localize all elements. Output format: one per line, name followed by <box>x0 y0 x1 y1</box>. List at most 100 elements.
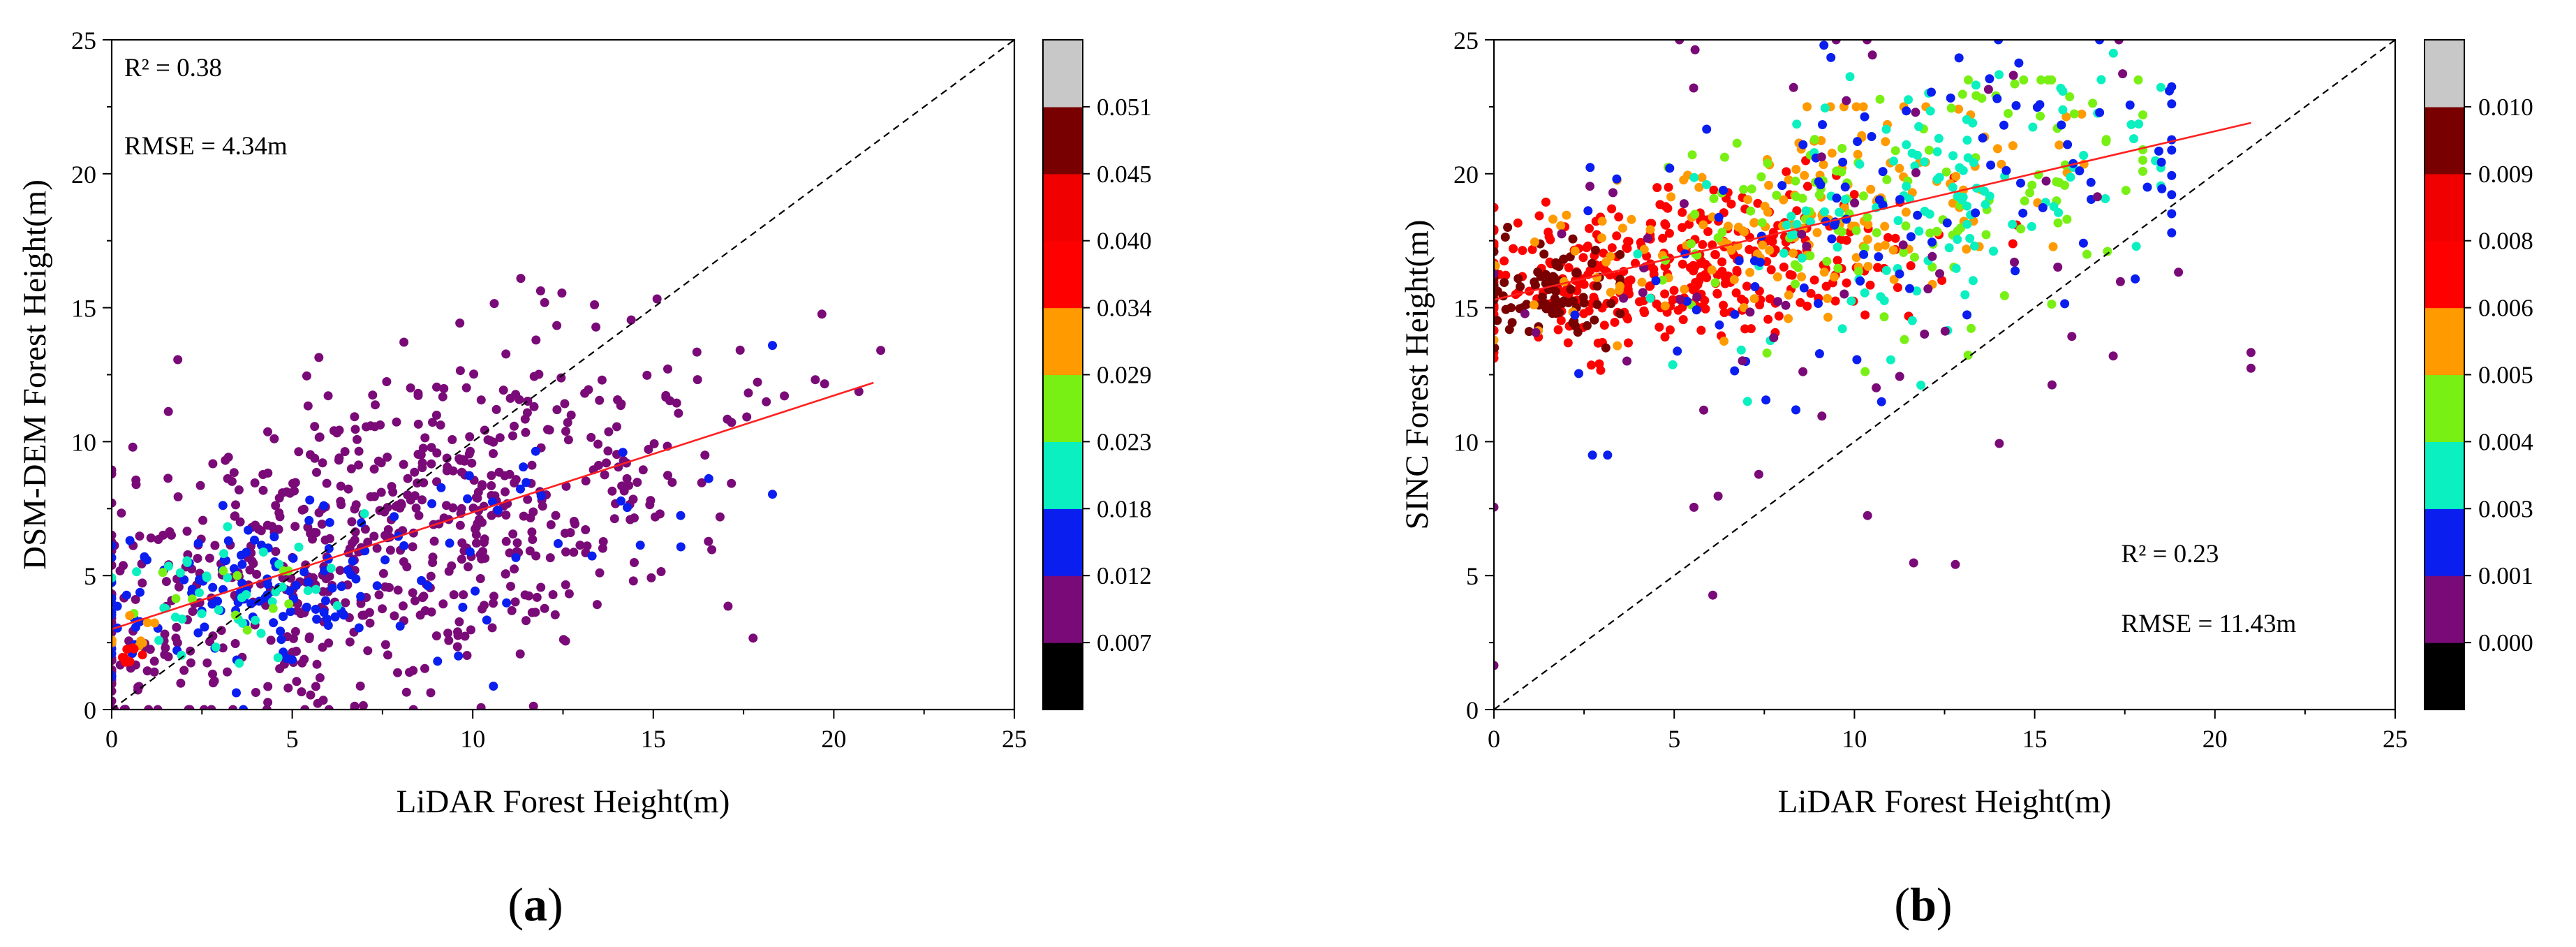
scatter-point <box>1762 348 1772 358</box>
scatter-point <box>423 581 433 591</box>
scatter-point <box>416 450 426 460</box>
scatter-point <box>390 611 399 621</box>
scatter-point <box>324 705 334 710</box>
scatter-point <box>1658 275 1668 285</box>
scatter-point <box>528 701 538 710</box>
scatter-point <box>279 612 288 622</box>
scatter-point <box>455 520 465 530</box>
scatter-point <box>1912 286 1922 296</box>
scatter-point <box>1639 244 1649 254</box>
scatter-point <box>622 474 632 483</box>
scatter-point <box>1881 137 1890 147</box>
scatter-point <box>1717 257 1727 267</box>
scatter-point <box>1507 318 1517 328</box>
scatter-point <box>2060 299 2070 309</box>
scatter-point <box>1866 184 1876 194</box>
scatter-point <box>410 467 420 477</box>
scatter-point <box>638 465 648 475</box>
scatter-point <box>256 629 266 638</box>
scatter-point <box>1571 268 1581 278</box>
scatter-point <box>335 566 345 575</box>
scatter-point <box>455 366 465 376</box>
scatter-point <box>1750 282 1760 291</box>
scatter-point <box>135 531 145 541</box>
scatter-point <box>249 559 258 568</box>
scatter-point <box>1963 351 1973 360</box>
scatter-point <box>1564 298 1574 307</box>
scatter-point <box>587 551 597 561</box>
scatter-point <box>2092 192 2102 202</box>
scatter-point <box>1934 133 1944 143</box>
scatter-point <box>1914 122 1924 131</box>
scatter-point <box>274 559 284 569</box>
scatter-point <box>595 395 605 405</box>
scatter-point <box>1513 218 1523 228</box>
scatter-point <box>1587 360 1596 370</box>
scatter-point <box>1867 50 1877 60</box>
scatter-point <box>1886 355 1895 365</box>
scatter-point <box>457 467 466 477</box>
scatter-point <box>1880 221 1890 231</box>
scatter-point <box>1851 102 1861 112</box>
scatter-point <box>1754 469 1763 479</box>
scatter-point <box>177 650 186 660</box>
scatter-point <box>415 610 425 620</box>
scatter-point <box>1860 288 1870 298</box>
scatter-point <box>2058 105 2068 115</box>
scatter-point <box>1746 324 1756 334</box>
scatter-point <box>762 397 771 406</box>
scatter-point <box>403 490 413 500</box>
scatter-point <box>854 387 864 397</box>
colorbar-segment <box>2425 374 2464 442</box>
scatter-point <box>304 515 314 525</box>
y-axis-label: DSM-DEM Forest Height(m) <box>17 179 53 570</box>
scatter-point <box>1663 203 1673 213</box>
scatter-point <box>1826 52 1836 62</box>
scatter-point <box>1651 276 1661 286</box>
scatter-point <box>1798 140 1808 149</box>
scatter-point <box>1574 369 1583 379</box>
scatter-point <box>768 341 777 351</box>
scatter-point <box>1765 245 1775 255</box>
scatter-point <box>1553 325 1563 335</box>
scatter-point <box>1853 137 1863 147</box>
scatter-point <box>1554 262 1564 272</box>
scatter-point <box>428 552 438 562</box>
scatter-point <box>2053 218 2063 228</box>
scatter-point <box>266 636 276 645</box>
scatter-point <box>2061 112 2071 122</box>
scatter-point <box>138 578 147 588</box>
scatter-point <box>146 533 156 543</box>
colorbar-tick-label: 0.045 <box>1097 161 1152 188</box>
scatter-point <box>2133 75 2143 85</box>
scatter-point <box>1873 242 1883 252</box>
scatter-point <box>2138 110 2147 119</box>
scatter-point <box>466 625 475 635</box>
scatter-point <box>1638 288 1648 298</box>
scatter-point <box>319 608 329 617</box>
scatter-point <box>1927 87 1936 97</box>
scatter-point <box>498 386 508 395</box>
scatter-point <box>1494 203 1499 212</box>
scatter-point <box>1968 276 1978 286</box>
scatter-point <box>443 629 453 638</box>
colorbar-tick-label: 0.009 <box>2478 161 2533 188</box>
scatter-point <box>1863 511 1872 520</box>
panel-tag-close: ) <box>1937 878 1953 931</box>
scatter-point <box>1724 221 1733 231</box>
scatter-point <box>436 420 445 430</box>
scatter-point <box>1708 240 1717 250</box>
scatter-point <box>1583 206 1593 216</box>
scatter-point <box>1895 163 1904 173</box>
scatter-point <box>704 474 713 483</box>
scatter-point <box>432 382 441 392</box>
y-axis-label: SINC Forest Height(m) <box>1399 220 1435 530</box>
scatter-point <box>1944 243 1954 253</box>
scatter-point <box>454 617 464 626</box>
scatter-point <box>464 471 474 480</box>
scatter-point <box>174 582 184 592</box>
scatter-point <box>1890 233 1900 243</box>
scatter-point <box>385 582 394 592</box>
scatter-point <box>1613 341 1622 351</box>
scatter-point <box>2118 69 2128 79</box>
